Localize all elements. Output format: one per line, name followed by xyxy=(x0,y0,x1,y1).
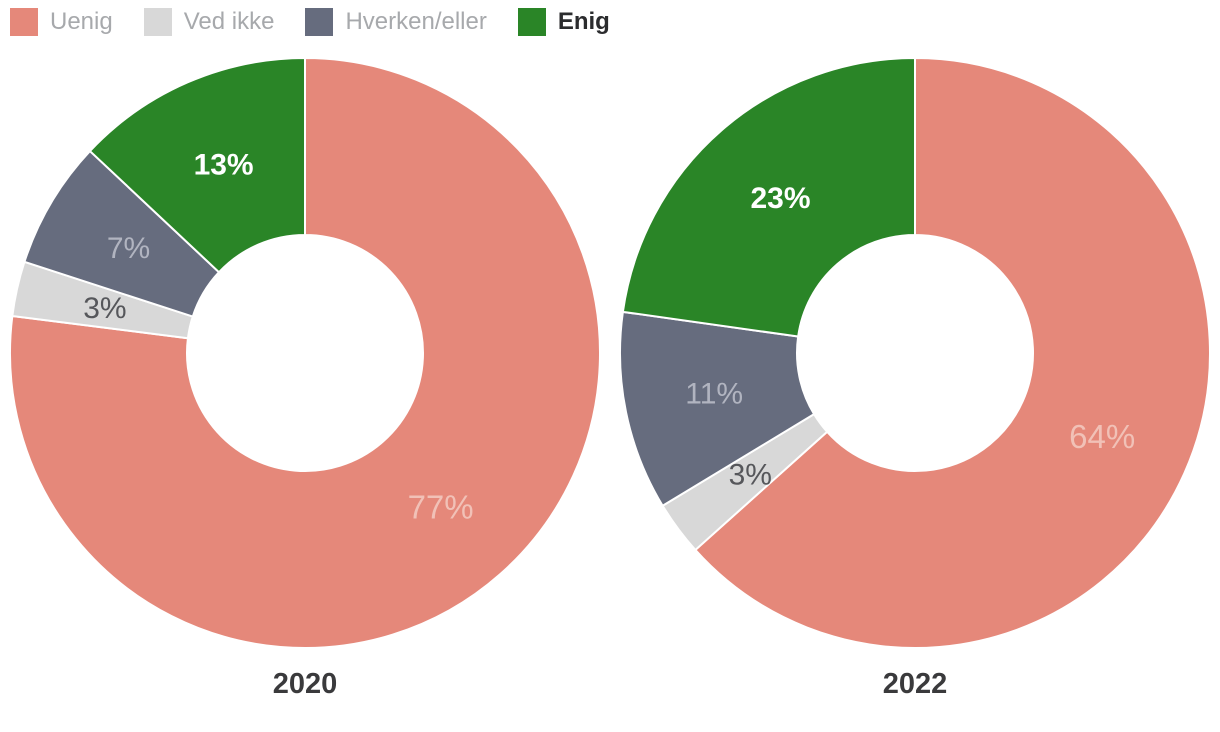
donut-chart-2022: 64% 3% 11% 23% xyxy=(619,57,1211,649)
slice-value-label: 77% xyxy=(408,488,474,525)
legend-item-hverken-eller[interactable]: Hverken/eller xyxy=(305,8,487,36)
legend-label-enig: Enig xyxy=(557,8,610,35)
legend-swatch-ved-ikke xyxy=(143,8,172,36)
slice-enig[interactable] xyxy=(621,57,916,338)
legend-item-uenig[interactable]: Uenig xyxy=(10,8,113,36)
slice-hverken-eller[interactable] xyxy=(619,310,816,508)
chart-title-2020: 2020 xyxy=(272,668,338,700)
donut-chart-2020: 77% 3% 7% 13% xyxy=(9,57,601,649)
slice-uenig[interactable] xyxy=(9,57,601,649)
legend: Uenig Ved ikke Hverken/eller Enig xyxy=(10,8,610,36)
slice-value-label: 11% xyxy=(685,378,743,411)
slice-value-label: 7% xyxy=(107,232,150,265)
legend-swatch-enig xyxy=(517,8,546,36)
legend-item-ved-ikke[interactable]: Ved ikke xyxy=(143,8,275,36)
slice-value-label: 3% xyxy=(83,292,126,325)
legend-swatch-hverken-eller xyxy=(305,8,334,36)
slice-value-label: 64% xyxy=(1069,418,1135,455)
slice-value-label: 3% xyxy=(729,459,772,492)
chart-title-2022: 2022 xyxy=(882,668,948,700)
slice-enig[interactable] xyxy=(88,57,306,274)
slice-value-label: 23% xyxy=(750,182,810,215)
legend-label-uenig: Uenig xyxy=(50,8,113,35)
legend-item-enig[interactable]: Enig xyxy=(517,8,610,36)
legend-label-hverken-eller: Hverken/eller xyxy=(345,8,487,35)
legend-swatch-uenig xyxy=(10,8,38,36)
slice-value-label: 13% xyxy=(194,148,254,181)
slice-uenig[interactable] xyxy=(693,57,1211,649)
legend-label-ved-ikke: Ved ikke xyxy=(183,8,275,35)
